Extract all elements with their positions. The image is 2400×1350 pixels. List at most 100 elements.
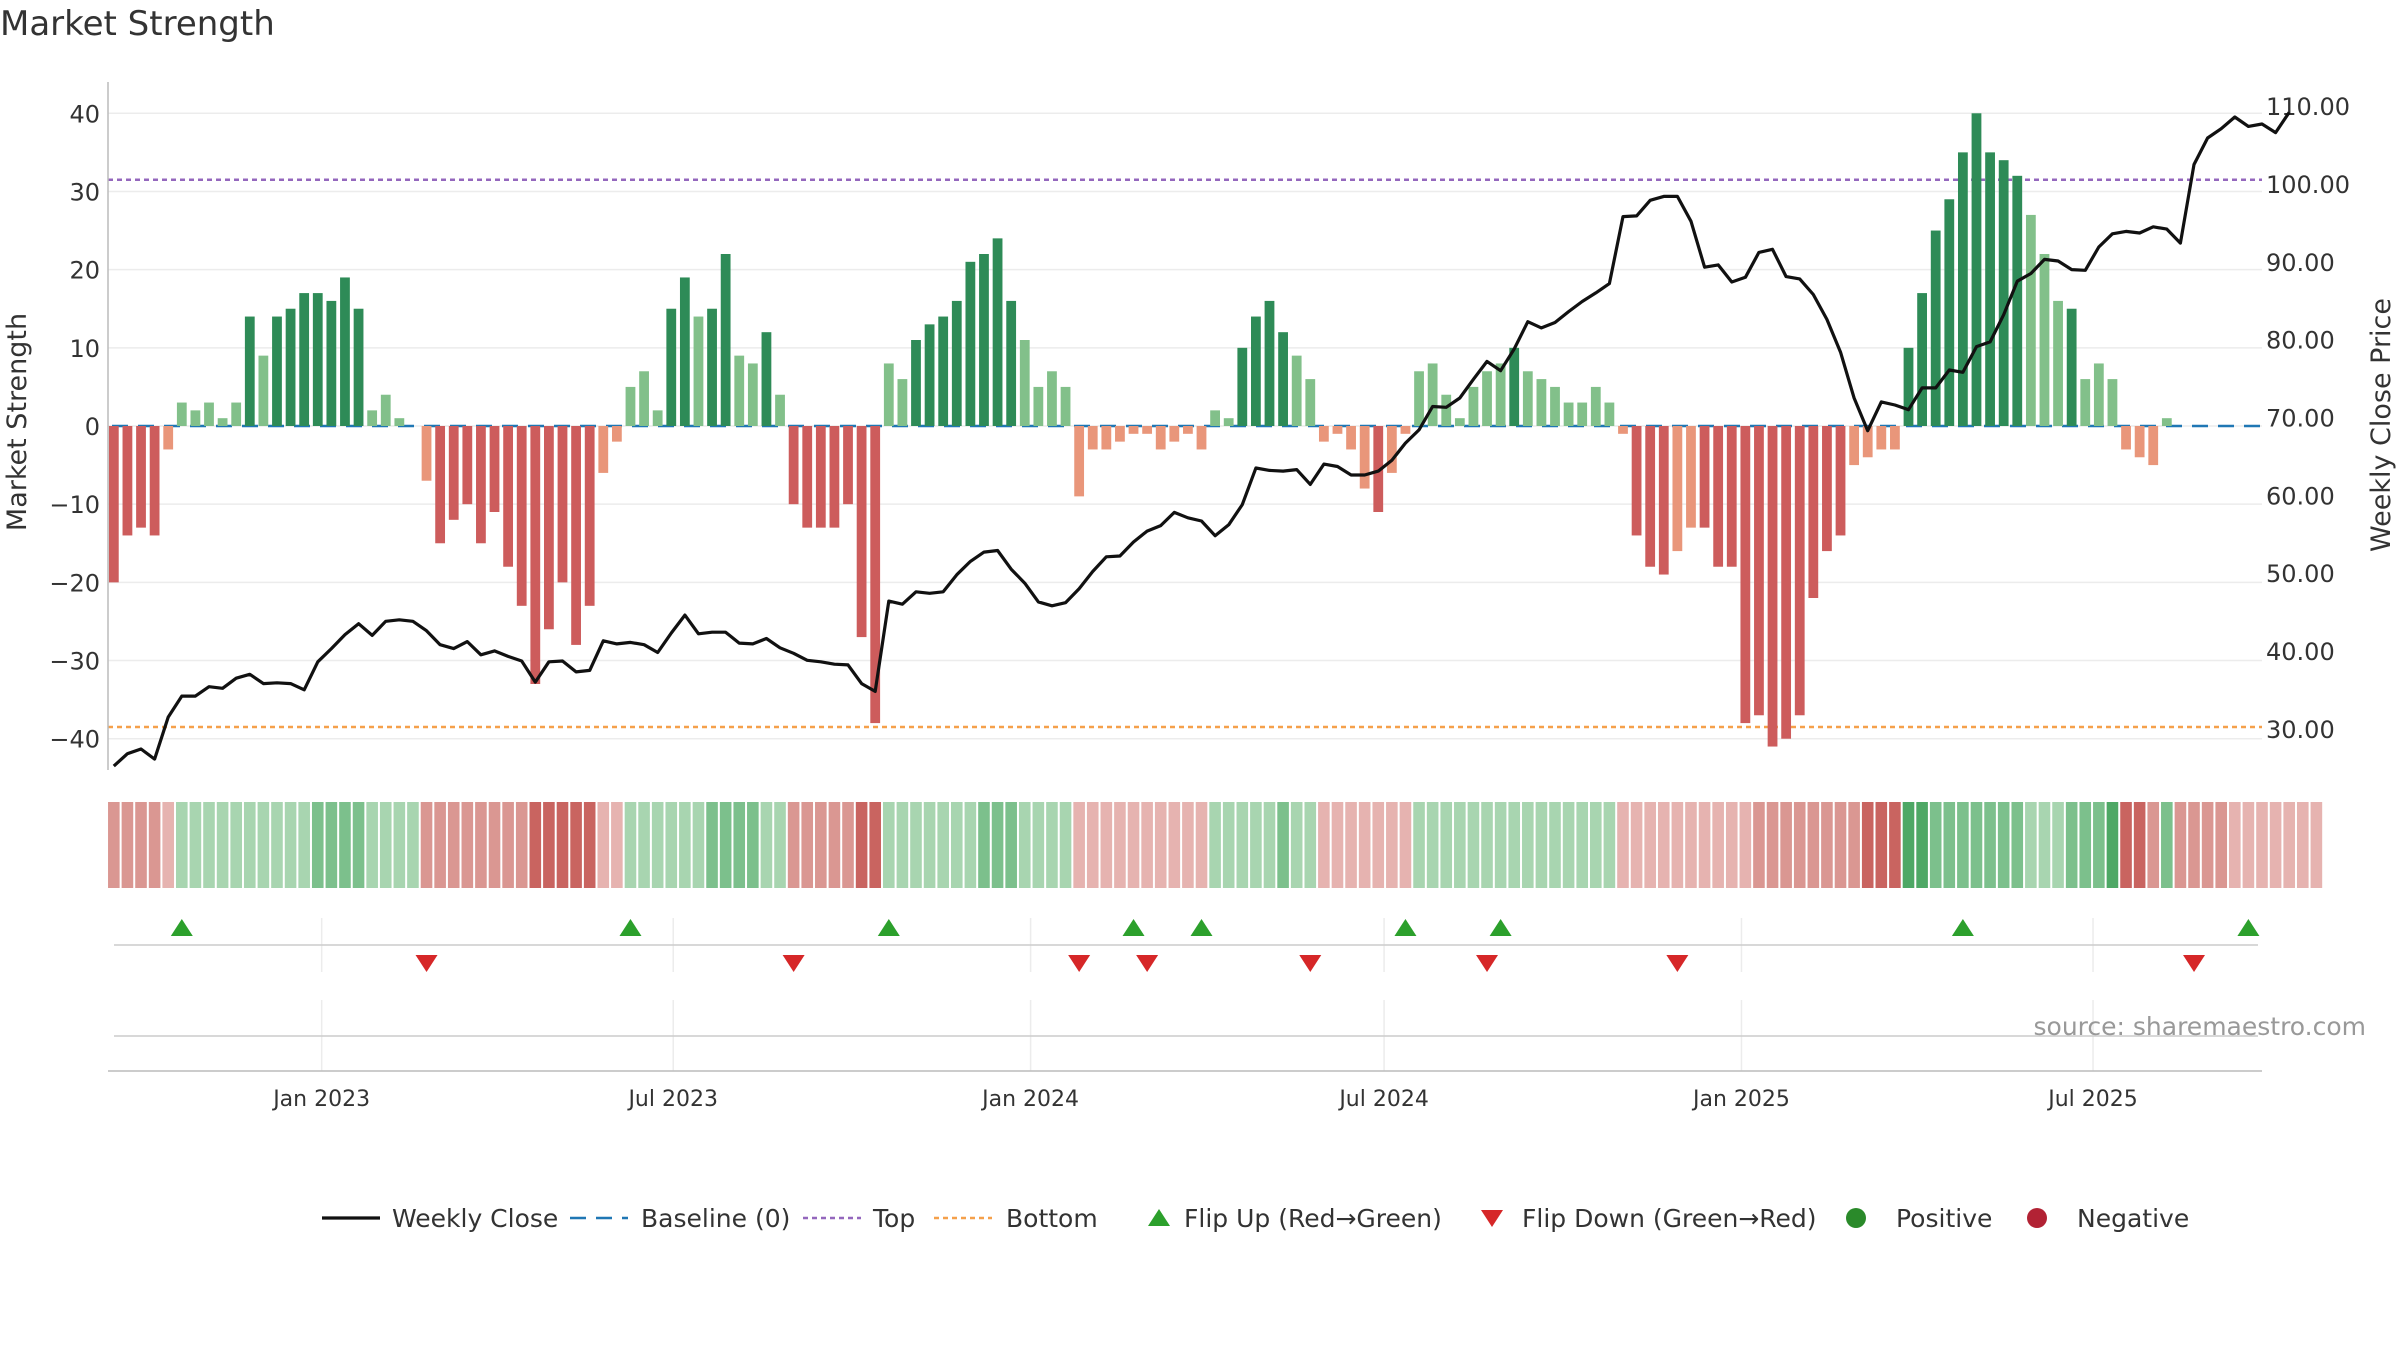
band-cell-positive	[1943, 802, 1956, 888]
y-tick-label: 30	[69, 178, 100, 206]
legend-flip-down-swatch	[1481, 1210, 1503, 1227]
positive-bar	[1291, 355, 1302, 426]
band-cell-negative	[1739, 802, 1752, 888]
band-cell-negative	[1821, 802, 1833, 888]
band-cell-negative	[1617, 802, 1629, 888]
negative-bar	[149, 426, 160, 536]
band-cell-negative	[1848, 802, 1860, 888]
legend-negative-swatch	[2027, 1208, 2047, 1228]
band-cell-positive	[2161, 802, 2173, 888]
legend-label-bottom: Bottom	[1006, 1204, 1098, 1233]
negative-bar	[503, 426, 514, 567]
positive-bar	[1903, 347, 1914, 426]
band-cell-negative	[1386, 802, 1398, 888]
band-cell-negative	[1685, 802, 1697, 888]
band-cell-positive	[950, 802, 963, 888]
band-cell-negative	[148, 802, 161, 888]
band-cell-positive	[1957, 802, 1969, 888]
positive-bar	[2025, 214, 2036, 426]
band-cell-positive	[2052, 802, 2064, 888]
band-cell-positive	[1454, 802, 1466, 888]
positive-bar	[2066, 308, 2077, 426]
band-cell-negative	[2215, 802, 2228, 888]
band-cell-positive	[284, 802, 297, 888]
band-cell-positive	[964, 802, 977, 888]
band-cell-positive	[1250, 802, 1262, 888]
positive-bar	[707, 308, 717, 426]
negative-bar	[1386, 426, 1397, 473]
positive-bar	[244, 316, 255, 426]
positive-bar	[353, 308, 364, 426]
band-cell-positive	[2065, 802, 2078, 888]
negative-bar	[1822, 426, 1832, 552]
band-cell-negative	[1644, 802, 1656, 888]
band-cell-positive	[243, 802, 256, 888]
band-cell-negative	[2120, 802, 2132, 888]
positive-bar	[1441, 394, 1452, 426]
positive-bar	[299, 293, 310, 426]
y-axis-title: Market Strength	[2, 313, 33, 531]
band-cell-positive	[1059, 802, 1072, 888]
band-cell-positive	[1997, 802, 2010, 888]
negative-bar	[516, 426, 527, 606]
legend-label-positive: Positive	[1896, 1204, 1992, 1233]
positive-bar	[2080, 379, 2091, 426]
legend-label-top: Top	[872, 1204, 915, 1233]
positive-bar	[652, 410, 663, 426]
negative-bar	[462, 426, 473, 505]
y2-tick-label: 40.00	[2266, 638, 2335, 666]
negative-bar	[1087, 426, 1098, 450]
band-cell-positive	[189, 802, 202, 888]
band-cell-negative	[2269, 802, 2282, 888]
positive-bar	[938, 316, 949, 426]
positive-bar	[1237, 347, 1248, 426]
band-cell-negative	[1807, 802, 1820, 888]
positive-bar	[1006, 300, 1017, 426]
band-cell-negative	[815, 802, 827, 888]
positive-bar	[217, 418, 228, 426]
band-cell-negative	[420, 802, 433, 888]
band-cell-positive	[298, 802, 310, 888]
positive-bar	[897, 379, 908, 426]
band-cell-negative	[543, 802, 555, 888]
band-cell-positive	[1005, 802, 1017, 888]
band-cell-positive	[706, 802, 718, 888]
positive-bar	[2161, 418, 2172, 426]
positive-bar	[1550, 386, 1560, 426]
band-cell-positive	[991, 802, 1004, 888]
y2-tick-label: 60.00	[2266, 482, 2335, 510]
negative-bar	[1332, 426, 1343, 434]
negative-bar	[557, 426, 568, 583]
negative-bar	[1686, 426, 1696, 528]
positive-bar	[312, 293, 323, 426]
positive-bar	[1414, 371, 1424, 426]
band-cell-negative	[1372, 802, 1385, 888]
band-cell-negative	[1127, 802, 1140, 888]
positive-bar	[285, 308, 296, 426]
band-cell-positive	[230, 802, 242, 888]
band-cell-positive	[774, 802, 786, 888]
positive-bar	[1998, 160, 2009, 426]
positive-bar	[679, 277, 690, 426]
band-cell-negative	[488, 802, 501, 888]
bottom-panel: source: sharemaestro.com Jan 2023 Jul 2023…	[108, 1012, 2366, 1112]
positive-bar	[1930, 230, 1941, 426]
band-cell-negative	[529, 802, 542, 888]
x-tick-label: Jul 2025	[2046, 1087, 2138, 1112]
band-cell-positive	[203, 802, 215, 888]
negative-bar	[1835, 426, 1846, 536]
band-cell-negative	[842, 802, 854, 888]
band-cell-negative	[2242, 802, 2255, 888]
y-tick-label: 20	[69, 257, 100, 285]
negative-bar	[136, 426, 146, 528]
chart-title: Market Strength	[0, 4, 275, 44]
flip-up-marker	[1489, 919, 1512, 936]
negative-bar	[1359, 426, 1370, 489]
positive-bar	[761, 332, 772, 426]
band-cell-negative	[515, 802, 528, 888]
legend-label-negative: Negative	[2077, 1204, 2189, 1233]
negative-bar	[1618, 426, 1628, 434]
band-cell-positive	[665, 802, 678, 888]
flip-up-marker	[170, 919, 193, 936]
